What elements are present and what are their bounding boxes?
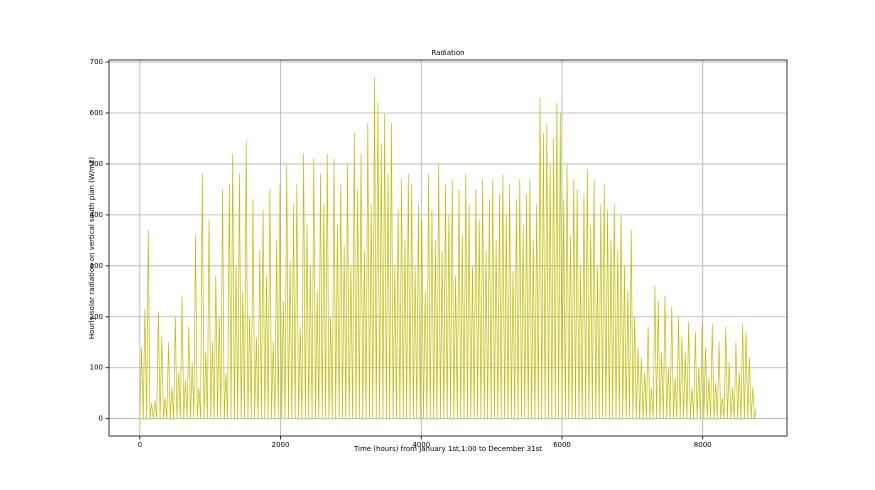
x-tick-label: 2000 [272, 441, 290, 449]
y-tick-label: 100 [90, 364, 103, 372]
plot-frame [108, 59, 788, 437]
y-tick-label: 300 [90, 262, 103, 270]
y-tick-label: 200 [90, 313, 103, 321]
x-tick-label: 4000 [412, 441, 430, 449]
chart-title: Radiation [431, 49, 464, 57]
x-axis-label: Time (hours) from January 1st,1:00 to De… [353, 445, 542, 453]
x-tick-label: 6000 [553, 441, 571, 449]
x-tick-label: 8000 [694, 441, 712, 449]
y-tick-label: 400 [90, 211, 103, 219]
y-tick-label: 700 [90, 58, 103, 66]
x-tick-label: 0 [138, 441, 142, 449]
y-tick-label: 500 [90, 160, 103, 168]
data-line [139, 76, 757, 420]
y-tick-label: 600 [90, 109, 103, 117]
y-axis-label: Hourly solar radiation on vertical south… [88, 157, 96, 340]
y-tick-label: 0 [99, 415, 103, 423]
